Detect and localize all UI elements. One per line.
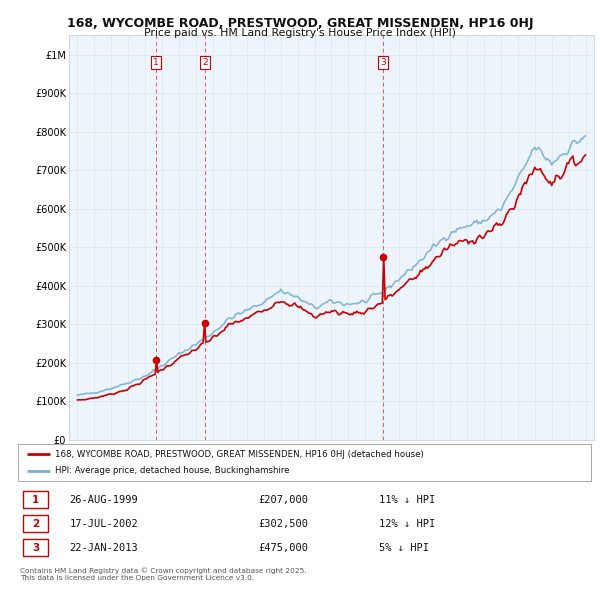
Text: 168, WYCOMBE ROAD, PRESTWOOD, GREAT MISSENDEN, HP16 0HJ (detached house): 168, WYCOMBE ROAD, PRESTWOOD, GREAT MISS…: [55, 450, 424, 458]
Text: 168, WYCOMBE ROAD, PRESTWOOD, GREAT MISSENDEN, HP16 0HJ: 168, WYCOMBE ROAD, PRESTWOOD, GREAT MISS…: [67, 17, 533, 30]
Text: 2: 2: [202, 58, 208, 67]
Text: 11% ↓ HPI: 11% ↓ HPI: [379, 495, 435, 504]
Text: 17-JUL-2002: 17-JUL-2002: [70, 519, 139, 529]
Text: 5% ↓ HPI: 5% ↓ HPI: [379, 543, 429, 552]
Text: 22-JAN-2013: 22-JAN-2013: [70, 543, 139, 552]
Text: 3: 3: [380, 58, 386, 67]
Text: Contains HM Land Registry data © Crown copyright and database right 2025.
This d: Contains HM Land Registry data © Crown c…: [20, 568, 307, 581]
Text: £475,000: £475,000: [259, 543, 308, 552]
Text: £207,000: £207,000: [259, 495, 308, 504]
Text: £302,500: £302,500: [259, 519, 308, 529]
FancyBboxPatch shape: [23, 491, 49, 509]
Text: 1: 1: [154, 58, 159, 67]
Text: 2: 2: [32, 519, 39, 529]
Text: 1: 1: [32, 495, 39, 504]
Text: Price paid vs. HM Land Registry's House Price Index (HPI): Price paid vs. HM Land Registry's House …: [144, 28, 456, 38]
Text: 3: 3: [32, 543, 39, 552]
Text: HPI: Average price, detached house, Buckinghamshire: HPI: Average price, detached house, Buck…: [55, 467, 290, 476]
Text: 12% ↓ HPI: 12% ↓ HPI: [379, 519, 435, 529]
Text: 26-AUG-1999: 26-AUG-1999: [70, 495, 139, 504]
FancyBboxPatch shape: [23, 539, 49, 556]
FancyBboxPatch shape: [23, 515, 49, 532]
